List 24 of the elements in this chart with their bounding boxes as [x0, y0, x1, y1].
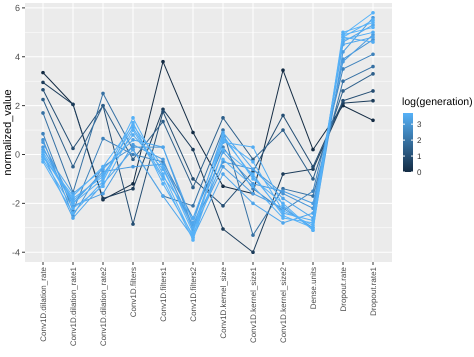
y-tick-label: -2 [12, 198, 20, 209]
y-axis-title: normalized_value [2, 89, 14, 176]
y-tick-label: 4 [14, 52, 20, 62]
x-tick-label: Conv1D.filters1 [159, 266, 168, 322]
x-tick-label: Dropout.rate [339, 266, 348, 312]
x-tick-label: Conv1D.dilation_rate2 [99, 266, 108, 346]
x-tick-label: Conv1D.kernel_size2 [279, 266, 288, 344]
y-tick-label: 6 [14, 3, 20, 14]
x-tick-label: Dropout.rate1 [369, 266, 378, 316]
y-tick-label: 2 [14, 100, 20, 111]
x-tick-label: Conv1D.kernel_size1 [249, 266, 258, 344]
y-tick-label: -4 [12, 247, 20, 258]
x-tick-label: Conv1D.kernel_size [219, 266, 228, 339]
x-tick-label: Conv1D.dilation_rate [39, 266, 48, 342]
x-tick-label: Conv1D.filters [129, 267, 138, 318]
x-tick-label: Conv1D.filters2 [189, 266, 198, 322]
x-tick-label: Dense.units [309, 267, 318, 310]
x-tick-label: Conv1D.dilation_rate1 [69, 266, 78, 346]
y-tick-label: 0 [14, 150, 20, 160]
color-bar-label: 3 [417, 120, 422, 129]
color-bar-label: 2 [417, 136, 422, 145]
color-bar-label: 0 [417, 168, 422, 177]
color-bar-title: log(generation) [402, 96, 473, 108]
color-bar-label: 1 [417, 152, 422, 161]
